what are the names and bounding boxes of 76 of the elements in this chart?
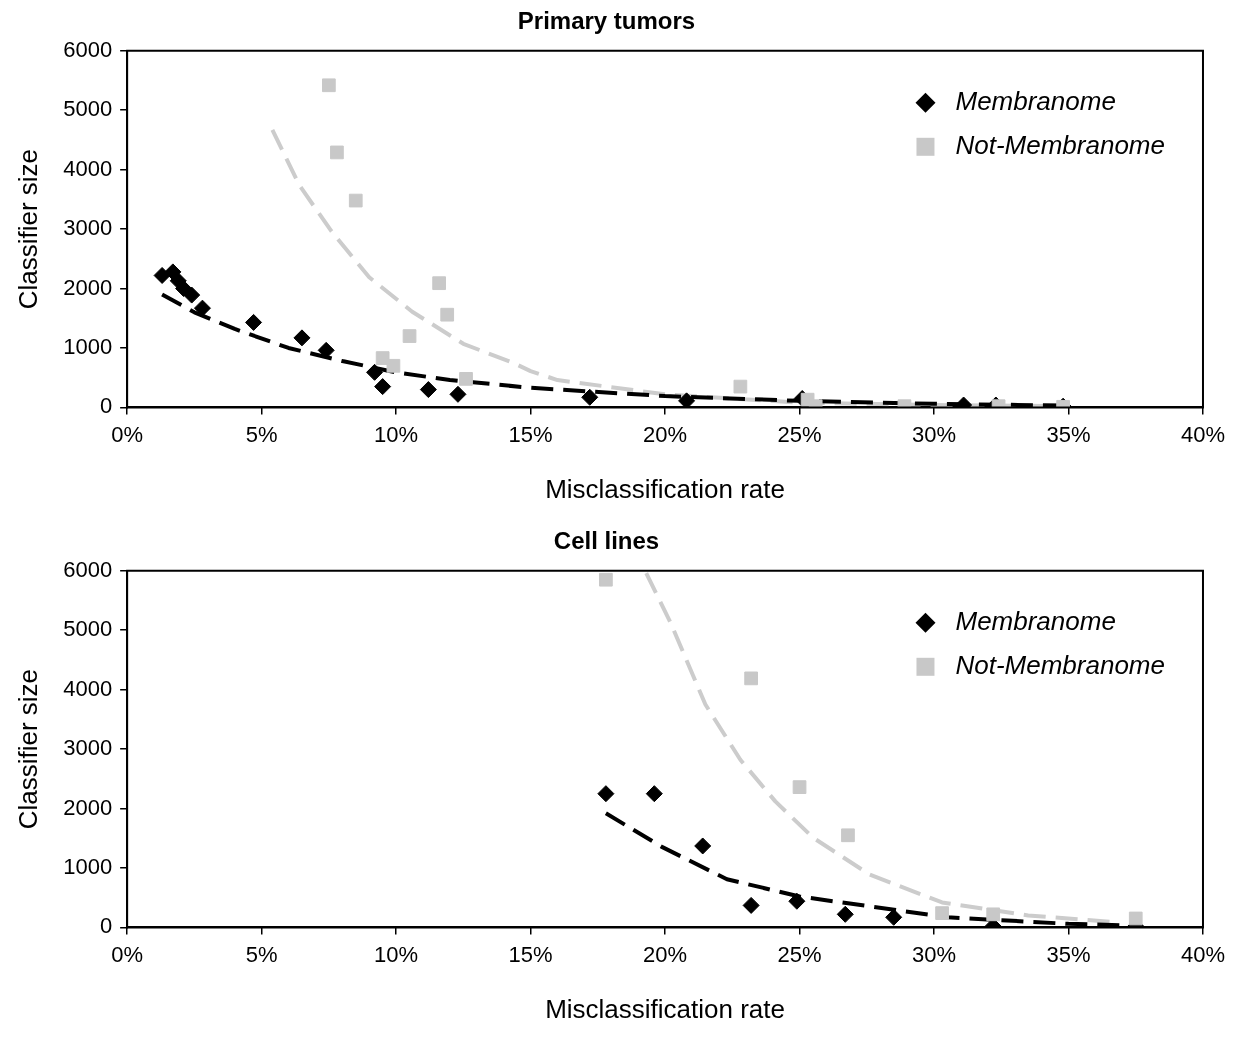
- point: [599, 572, 613, 587]
- legend-label: Not-Membranome: [955, 650, 1165, 681]
- point: [402, 329, 417, 343]
- point: [742, 896, 760, 914]
- chart-title: Primary tumors: [517, 7, 696, 35]
- point: [330, 145, 344, 160]
- x-tick-label: 25%: [777, 421, 822, 447]
- x-tick-label: 40%: [1180, 421, 1226, 447]
- point: [374, 378, 392, 396]
- x-axis-title: Misclassification rate: [545, 993, 785, 1024]
- x-tick-label: 15%: [508, 421, 553, 447]
- y-tick-label: 1000: [63, 854, 113, 880]
- x-tick-label: 30%: [912, 421, 957, 447]
- point: [694, 837, 712, 855]
- y-tick-label: 0: [99, 393, 113, 419]
- y-tick-label: 4000: [63, 675, 113, 701]
- x-tick-label: 0%: [111, 421, 144, 447]
- point: [935, 906, 949, 920]
- point: [836, 905, 854, 923]
- point: [678, 392, 696, 408]
- y-tick-label: 3000: [63, 735, 113, 761]
- x-tick-label: 30%: [912, 941, 957, 967]
- point: [744, 671, 758, 686]
- legend-label: Membranome: [955, 86, 1116, 117]
- y-tick-label: 3000: [63, 215, 113, 241]
- x-axis-title: Misclassification rate: [545, 473, 785, 504]
- y-tick-label: 5000: [63, 616, 113, 642]
- legend-label: Membranome: [955, 606, 1116, 637]
- y-tick-label: 1000: [63, 334, 113, 360]
- point: [432, 276, 446, 291]
- x-tick-label: 15%: [508, 941, 553, 967]
- x-tick-label: 5%: [245, 941, 278, 967]
- point: [885, 908, 903, 926]
- point: [449, 385, 467, 403]
- x-tick-label: 10%: [374, 421, 419, 447]
- point: [245, 313, 263, 331]
- x-tick-label: 35%: [1046, 421, 1091, 447]
- point: [1128, 911, 1143, 926]
- point: [581, 388, 599, 406]
- y-tick-label: 6000: [63, 556, 113, 582]
- y-tick-label: 5000: [63, 96, 113, 122]
- y-tick-label: 2000: [63, 274, 113, 300]
- point: [366, 363, 384, 381]
- point: [419, 381, 437, 399]
- point: [788, 892, 806, 910]
- point: [792, 780, 807, 794]
- x-tick-label: 20%: [643, 421, 688, 447]
- x-tick-label: 35%: [1046, 941, 1091, 967]
- point: [386, 358, 401, 373]
- x-tick-label: 10%: [374, 941, 419, 967]
- point: [293, 329, 311, 347]
- chart-title: Cell lines: [553, 527, 660, 555]
- y-tick-label: 0: [99, 913, 113, 939]
- point: [153, 266, 171, 284]
- point: [348, 193, 363, 208]
- y-tick-label: 2000: [63, 794, 113, 820]
- x-tick-label: 5%: [245, 421, 278, 447]
- point: [459, 372, 473, 386]
- point: [645, 785, 663, 803]
- y-axis-title: Classifier size: [12, 668, 43, 830]
- x-tick-label: 40%: [1180, 941, 1226, 967]
- x-tick-label: 25%: [777, 941, 822, 967]
- y-axis-title: Classifier size: [12, 148, 43, 310]
- legend-label: Not-Membranome: [955, 130, 1165, 161]
- point: [841, 828, 855, 843]
- point: [597, 785, 615, 803]
- point: [440, 307, 455, 322]
- x-tick-label: 20%: [643, 941, 688, 967]
- point: [193, 299, 211, 317]
- point: [986, 907, 1001, 922]
- point: [733, 379, 748, 394]
- point: [322, 78, 336, 93]
- y-tick-label: 4000: [63, 155, 113, 181]
- point: [183, 286, 201, 304]
- x-tick-label: 0%: [111, 941, 144, 967]
- y-tick-label: 6000: [63, 36, 113, 62]
